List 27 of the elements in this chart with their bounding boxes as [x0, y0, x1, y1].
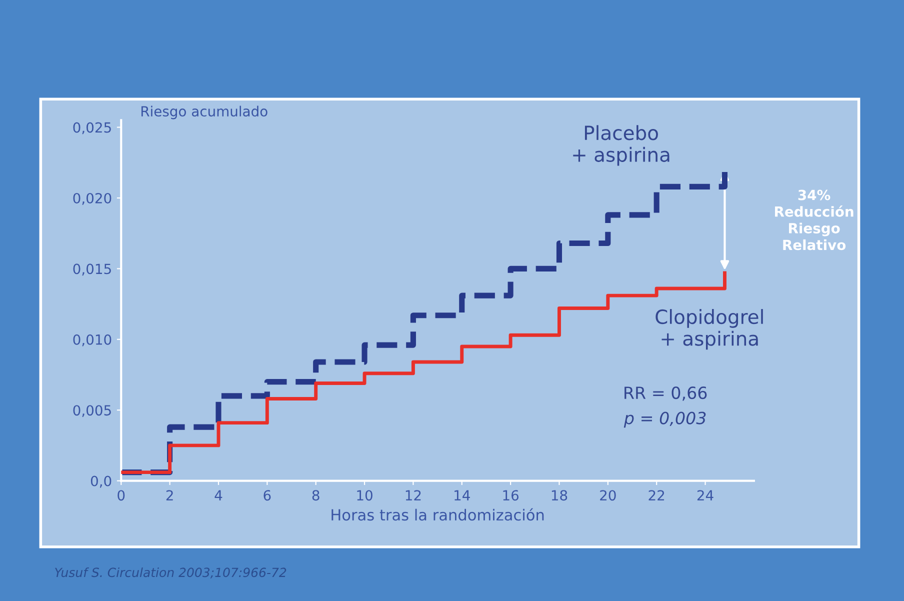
text: Yusuf S. Circulation 2003;107:966-72 [55, 567, 286, 578]
x-tick-label: 16 [503, 490, 519, 501]
x-axis-title: Horas tras la randomización [332, 508, 544, 521]
y-tick-label: 0,015 [73, 264, 111, 276]
y-tick-label: 0,005 [73, 405, 111, 417]
y-tick-label: 0,020 [73, 192, 112, 205]
x-tick-label: 18 [552, 490, 568, 501]
x-tick-label: 6 [264, 490, 271, 501]
x-tick-label: 8 [312, 490, 320, 501]
series-label: Placebo + aspirina [573, 125, 670, 166]
y-axis-title: Riesgo acumulado [141, 106, 268, 120]
x-tick-label: 12 [406, 490, 421, 500]
x-tick-label: 24 [697, 490, 714, 500]
x-tick-label: 22 [648, 490, 664, 500]
y-tick-label: 0,0 [90, 476, 112, 488]
y-tick-label: 0,010 [73, 334, 112, 346]
x-tick-label: 4 [214, 490, 222, 500]
y-tick-label: 0,025 [73, 122, 111, 134]
annotation: RR = 0,66 [624, 386, 707, 401]
x-tick-label: 2 [166, 490, 173, 500]
x-tick-label: 0 [118, 490, 125, 501]
x-tick-label: 14 [454, 490, 470, 500]
annotation: p = 0,003 [624, 412, 706, 428]
x-tick-label: 10 [357, 490, 372, 501]
x-tick-label: 20 [600, 490, 616, 501]
text: 34% Reducción Riesgo Relativo [775, 190, 854, 250]
series-label: Clopidogrel + aspirina [656, 309, 763, 350]
